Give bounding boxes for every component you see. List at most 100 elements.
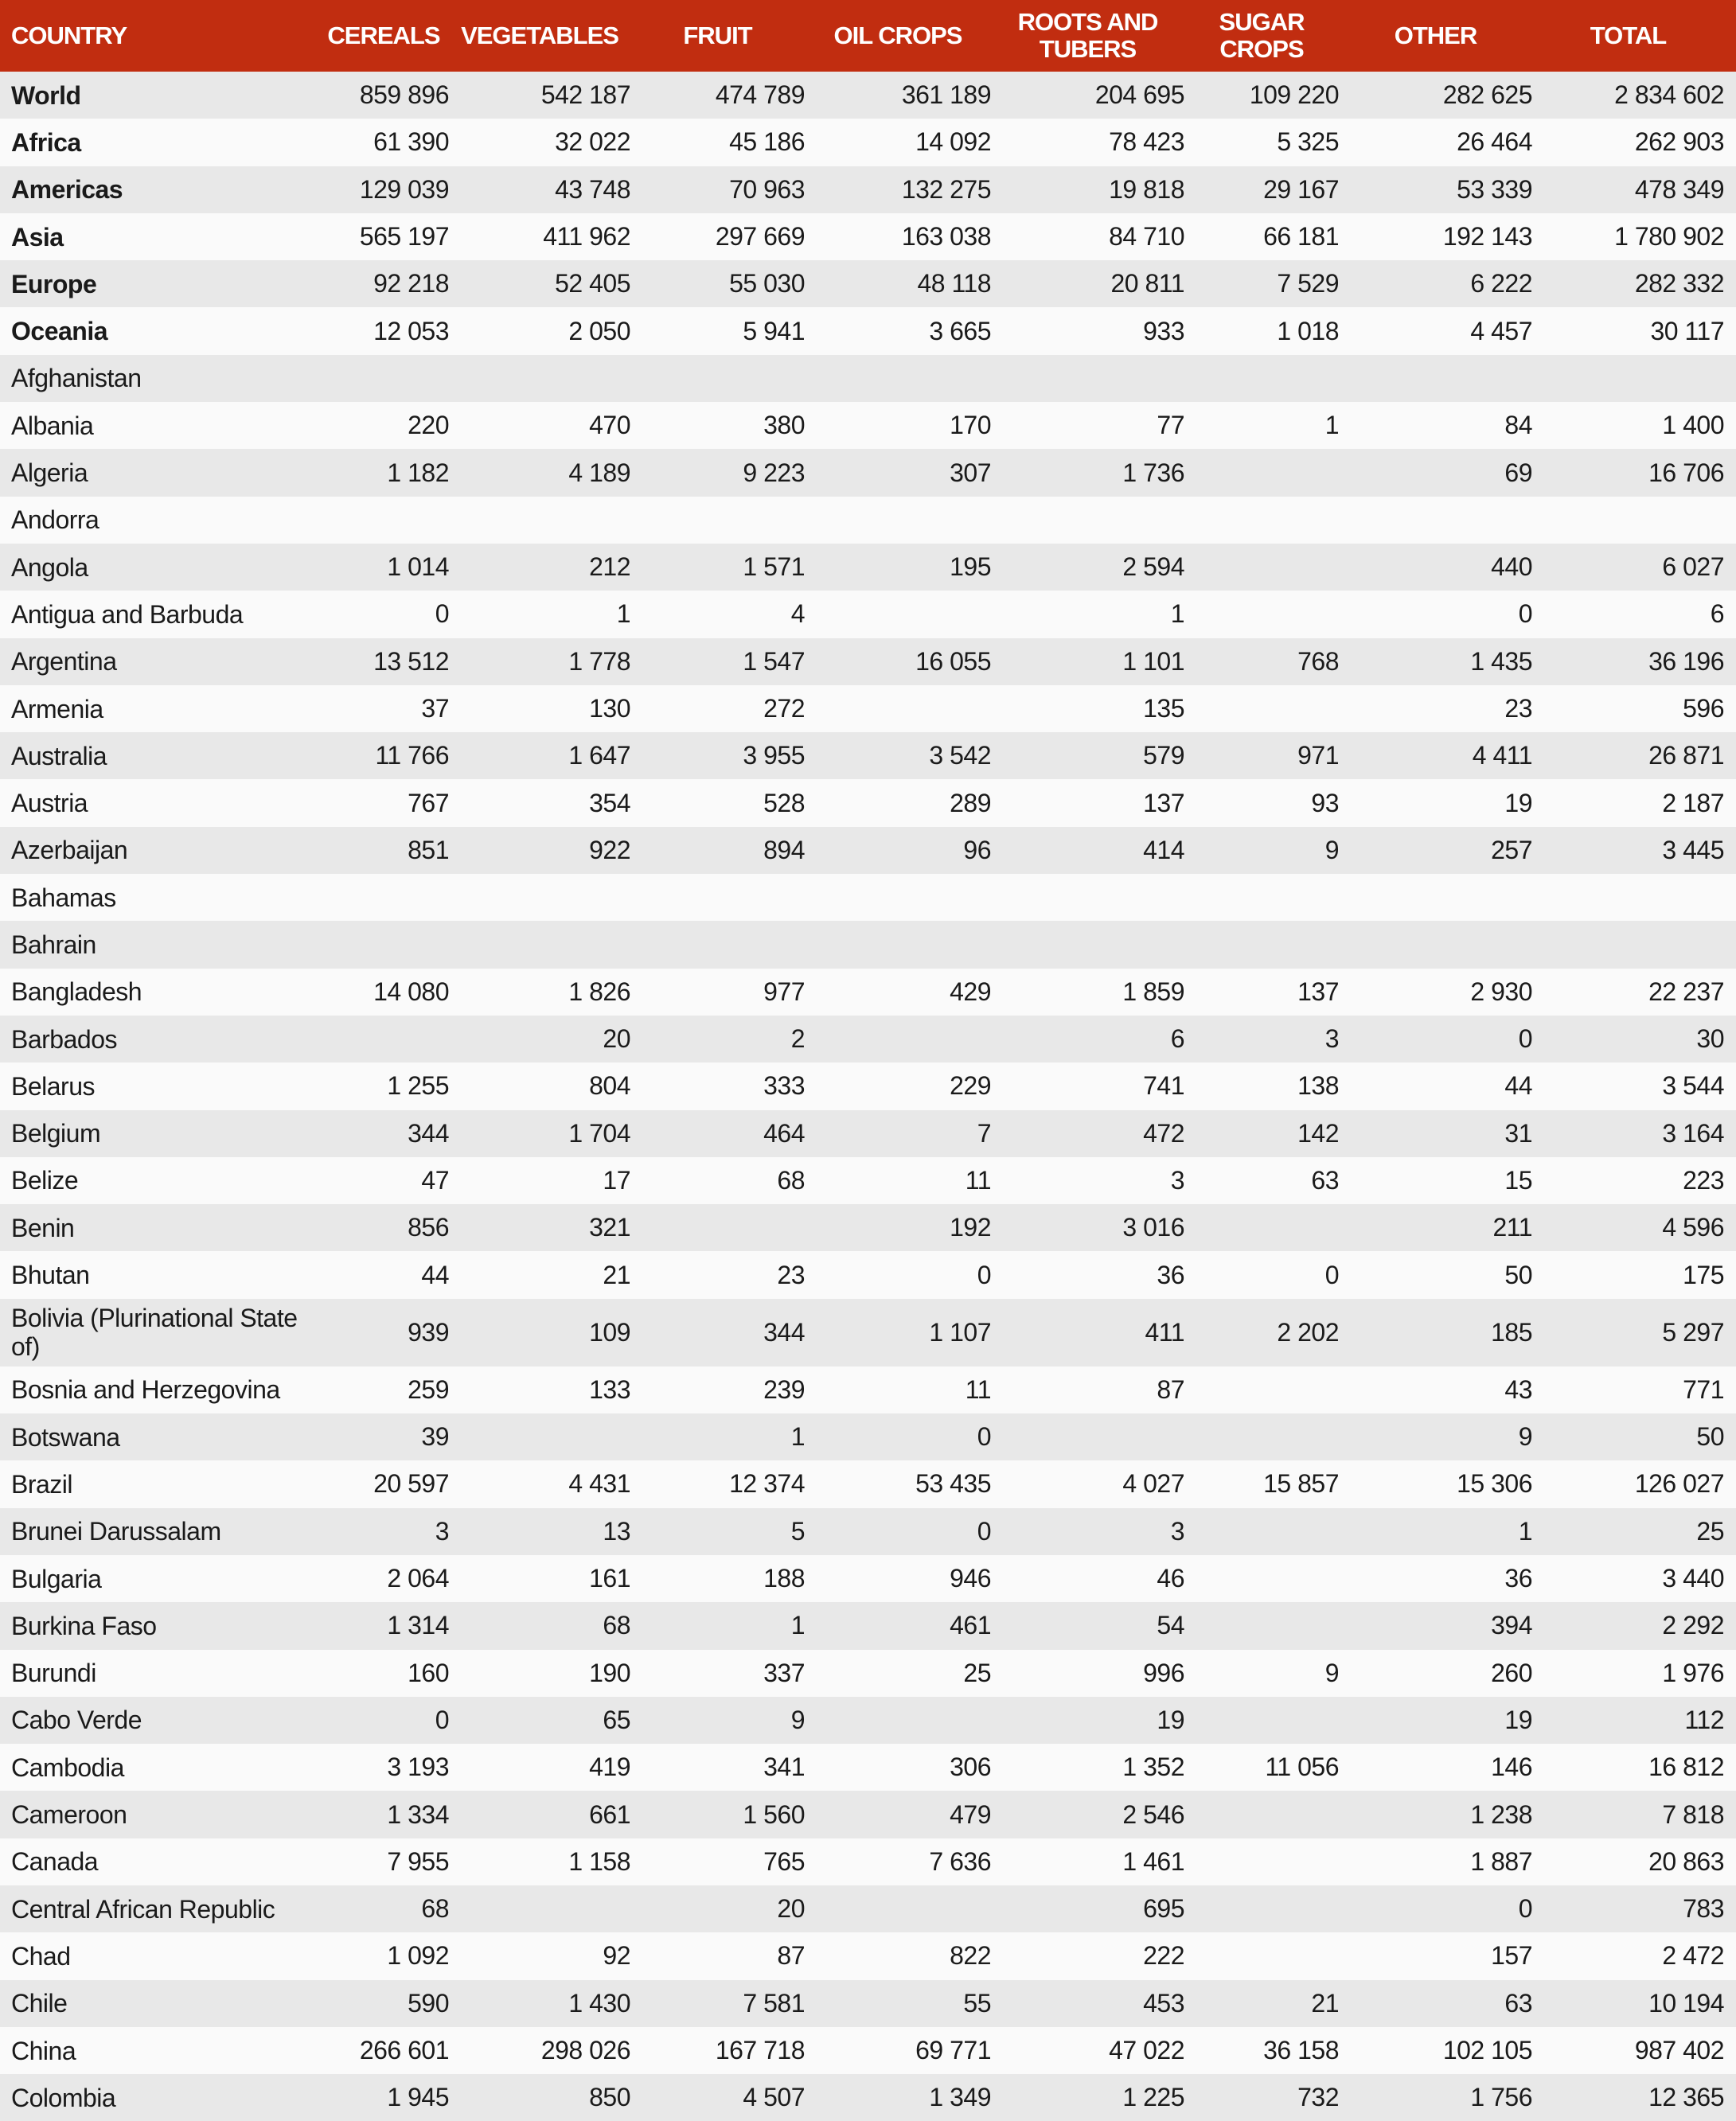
other-cell: 9	[1339, 1413, 1533, 1461]
row-spacer	[1724, 684, 1736, 733]
country-cell: China	[0, 2026, 318, 2075]
vegetables-cell: 190	[449, 1649, 631, 1697]
other-cell: 19	[1339, 779, 1533, 827]
roots-tubers-cell: 77	[991, 402, 1185, 450]
oil-crops-cell: 7 636	[805, 1838, 992, 1885]
table-row: Chad 1 092 92 87 822 222 157 2 472	[0, 1932, 1736, 1980]
vegetables-cell: 411 962	[449, 212, 631, 261]
sugar-crops-cell	[1184, 1932, 1339, 1980]
country-cell: Brazil	[0, 1460, 318, 1508]
row-spacer	[1724, 1696, 1736, 1745]
sugar-crops-cell: 5 325	[1184, 119, 1340, 166]
roots-tubers-cell	[991, 874, 1184, 922]
row-spacer	[1724, 1979, 1736, 2027]
other-cell: 185	[1339, 1298, 1533, 1367]
vegetables-cell: 1 647	[449, 732, 631, 780]
row-spacer	[1724, 2074, 1736, 2121]
vegetables-cell: 17	[449, 1156, 631, 1205]
cereals-cell: 44	[318, 1251, 450, 1299]
other-cell: 63	[1339, 1979, 1533, 2027]
oil-crops-cell	[805, 921, 991, 969]
roots-tubers-cell: 137	[991, 779, 1185, 827]
vegetables-cell: 1 826	[449, 968, 631, 1016]
country-cell: Barbados	[0, 1015, 318, 1063]
sugar-crops-cell: 3	[1184, 1015, 1340, 1063]
vegetables-cell: 1 430	[449, 1979, 631, 2027]
roots-tubers-cell: 78 423	[991, 119, 1185, 166]
roots-tubers-cell: 84 710	[991, 212, 1185, 261]
row-spacer	[1724, 1460, 1736, 1508]
oil-crops-cell: 25	[805, 1649, 992, 1697]
sugar-crops-cell: 138	[1184, 1062, 1340, 1110]
sugar-crops-cell: 109 220	[1184, 72, 1340, 119]
cereals-cell: 13 512	[318, 637, 450, 685]
roots-tubers-cell: 87	[991, 1366, 1185, 1414]
vegetables-cell: 43 748	[449, 166, 631, 213]
vegetables-cell: 109	[449, 1298, 631, 1367]
other-cell: 257	[1339, 826, 1533, 875]
vegetables-cell: 4 189	[449, 449, 631, 497]
header-fruit: FRUIT	[630, 0, 805, 72]
vegetables-cell: 4 431	[449, 1460, 631, 1508]
row-spacer	[1724, 1251, 1736, 1299]
header-oil-crops: OIL CROPS	[805, 0, 991, 72]
vegetables-cell: 661	[449, 1791, 631, 1838]
cereals-cell: 2 064	[318, 1554, 450, 1603]
total-cell: 987 402	[1532, 2026, 1725, 2075]
other-cell: 0	[1339, 1885, 1533, 1933]
sugar-crops-cell: 9	[1184, 826, 1340, 875]
country-cell: Bhutan	[0, 1251, 318, 1299]
other-cell: 84	[1339, 402, 1533, 450]
country-cell: Colombia	[0, 2074, 318, 2121]
roots-tubers-cell: 54	[991, 1602, 1185, 1650]
sugar-crops-cell	[1184, 496, 1339, 544]
total-cell	[1532, 921, 1724, 969]
total-cell: 596	[1532, 684, 1725, 733]
cereals-cell: 259	[318, 1366, 450, 1414]
fruit-cell: 9	[630, 1696, 806, 1745]
cereals-cell: 1 014	[318, 543, 450, 591]
sugar-crops-cell: 93	[1184, 779, 1340, 827]
roots-tubers-cell: 222	[991, 1932, 1185, 1980]
cereals-cell: 37	[318, 684, 450, 733]
oil-crops-cell	[805, 874, 991, 922]
row-spacer	[1724, 1366, 1736, 1414]
oil-crops-cell: 0	[805, 1413, 992, 1461]
other-cell: 394	[1339, 1602, 1533, 1650]
vegetables-cell	[449, 1885, 630, 1933]
row-spacer	[1724, 1298, 1736, 1367]
sugar-crops-cell	[1184, 1885, 1339, 1933]
cereals-cell	[318, 496, 449, 544]
fruit-cell: 2	[630, 1015, 806, 1063]
sugar-crops-cell	[1184, 1838, 1339, 1885]
row-spacer	[1724, 1932, 1736, 1980]
other-cell: 260	[1339, 1649, 1533, 1697]
total-cell: 771	[1532, 1366, 1725, 1414]
fruit-cell: 55 030	[630, 260, 806, 308]
fruit-cell	[630, 1204, 805, 1252]
sugar-crops-cell	[1184, 684, 1339, 733]
roots-tubers-cell	[991, 354, 1184, 403]
country-cell: Canada	[0, 1838, 318, 1885]
country-cell: Armenia	[0, 684, 318, 733]
table-row: Botswana 39 1 0 9 50	[0, 1413, 1736, 1461]
other-cell: 50	[1339, 1251, 1533, 1299]
roots-tubers-cell: 453	[991, 1979, 1185, 2027]
fruit-cell: 977	[630, 968, 806, 1016]
country-cell: World	[0, 72, 318, 119]
fruit-cell: 474 789	[630, 72, 806, 119]
cereals-cell: 1 314	[318, 1602, 450, 1650]
row-spacer	[1724, 1507, 1736, 1555]
country-cell: Austria	[0, 779, 318, 827]
other-cell: 31	[1339, 1109, 1533, 1157]
sugar-crops-cell	[1184, 1696, 1339, 1745]
fruit-cell: 528	[630, 779, 806, 827]
cereals-cell: 266 601	[318, 2026, 450, 2075]
oil-crops-cell: 306	[805, 1744, 992, 1792]
table-row: Armenia 37 130 272 135 23 596	[0, 684, 1736, 733]
country-cell: Benin	[0, 1204, 318, 1252]
fruit-cell: 7 581	[630, 1979, 806, 2027]
sugar-crops-cell: 7 529	[1184, 260, 1340, 308]
other-cell: 43	[1339, 1366, 1533, 1414]
oil-crops-cell: 1 107	[805, 1298, 992, 1367]
